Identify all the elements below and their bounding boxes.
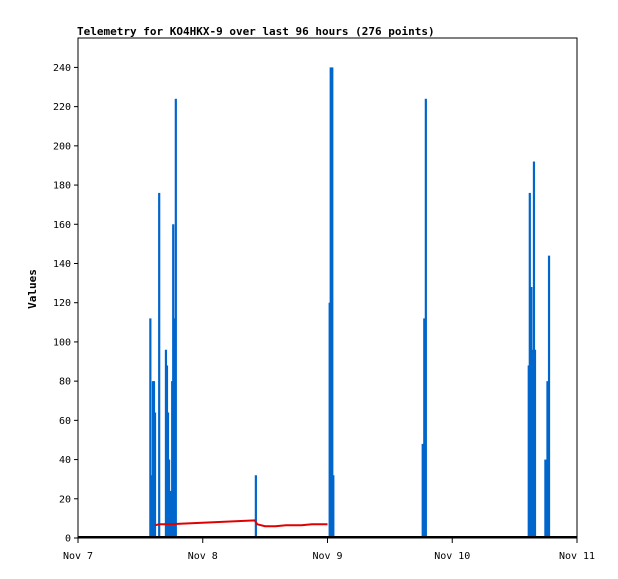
chart-title: Telemetry for KO4HKX-9 over last 96 hour…	[77, 25, 435, 38]
x-tick-label: Nov 11	[559, 551, 595, 562]
series-line	[154, 519, 328, 528]
bar	[254, 475, 257, 538]
bar	[149, 318, 152, 538]
bars-layer	[149, 67, 551, 539]
x-axis: Nov 7 Nov 8 Nov 9 Nov 10 Nov 11	[63, 538, 595, 562]
bar	[172, 224, 175, 538]
x-tick-label: Nov 10	[434, 551, 470, 562]
bar	[329, 67, 332, 538]
y-tick-label: 240	[53, 63, 71, 74]
bar	[421, 443, 424, 538]
bar	[547, 255, 551, 538]
plot-area-frame	[77, 37, 578, 539]
y-tick-label: 180	[53, 181, 71, 192]
y-tick-label: 120	[53, 298, 71, 309]
y-tick-label: 60	[59, 416, 71, 427]
y-tick-label: 140	[53, 259, 71, 270]
bar	[424, 98, 427, 539]
bar	[531, 349, 534, 538]
y-tick-label: 80	[59, 377, 71, 388]
y-tick-label: 160	[53, 220, 71, 231]
bar	[533, 349, 537, 538]
bar	[423, 318, 426, 538]
y-tick-label: 20	[59, 494, 71, 505]
bar	[158, 192, 161, 538]
y-axis: 0 20 40 60 80 100 120 140 160 180 200 220 240	[53, 63, 78, 545]
bar	[546, 381, 549, 538]
y-tick-label: 200	[53, 141, 71, 152]
x-tick-label: Nov 8	[188, 551, 218, 562]
bar	[174, 98, 177, 539]
y-tick-label: 220	[53, 102, 71, 113]
bar	[528, 192, 531, 538]
y-tick-label: 0	[65, 534, 71, 545]
y-axis-label: Values	[26, 269, 39, 309]
lines-layer	[78, 519, 577, 538]
bar	[544, 459, 547, 538]
y-tick-label: 100	[53, 337, 71, 348]
x-tick-label: Nov 7	[63, 551, 93, 562]
bar	[153, 412, 157, 538]
bar	[332, 475, 335, 538]
bar	[331, 67, 334, 538]
x-tick-label: Nov 9	[312, 551, 342, 562]
bar	[167, 459, 171, 538]
bar	[169, 490, 172, 538]
y-tick-label: 40	[59, 455, 71, 466]
